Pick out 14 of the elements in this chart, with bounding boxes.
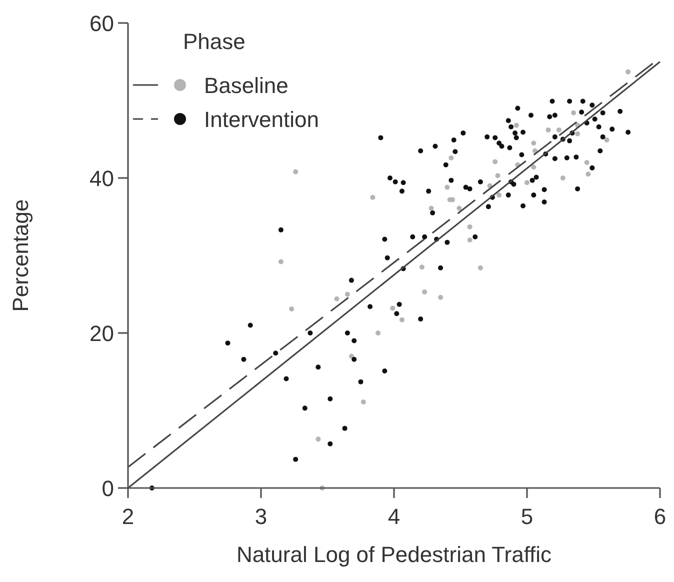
y-axis-title: Percentage <box>8 199 33 312</box>
x-tick-label: 5 <box>520 504 534 529</box>
y-tick-label: 20 <box>90 321 114 346</box>
legend-label: Baseline <box>204 73 288 98</box>
x-tick-label: 3 <box>254 504 268 529</box>
x-tick-label: 6 <box>654 504 666 529</box>
legend-label: Intervention <box>204 107 319 132</box>
x-axis-title: Natural Log of Pedestrian Traffic <box>236 542 552 567</box>
y-tick-label: 0 <box>102 476 114 501</box>
y-tick-label: 60 <box>90 11 114 36</box>
x-tick-label: 4 <box>388 504 400 529</box>
y-tick-label: 40 <box>90 166 114 191</box>
legend-title: Phase <box>183 29 246 54</box>
x-tick-label: 2 <box>122 504 134 529</box>
